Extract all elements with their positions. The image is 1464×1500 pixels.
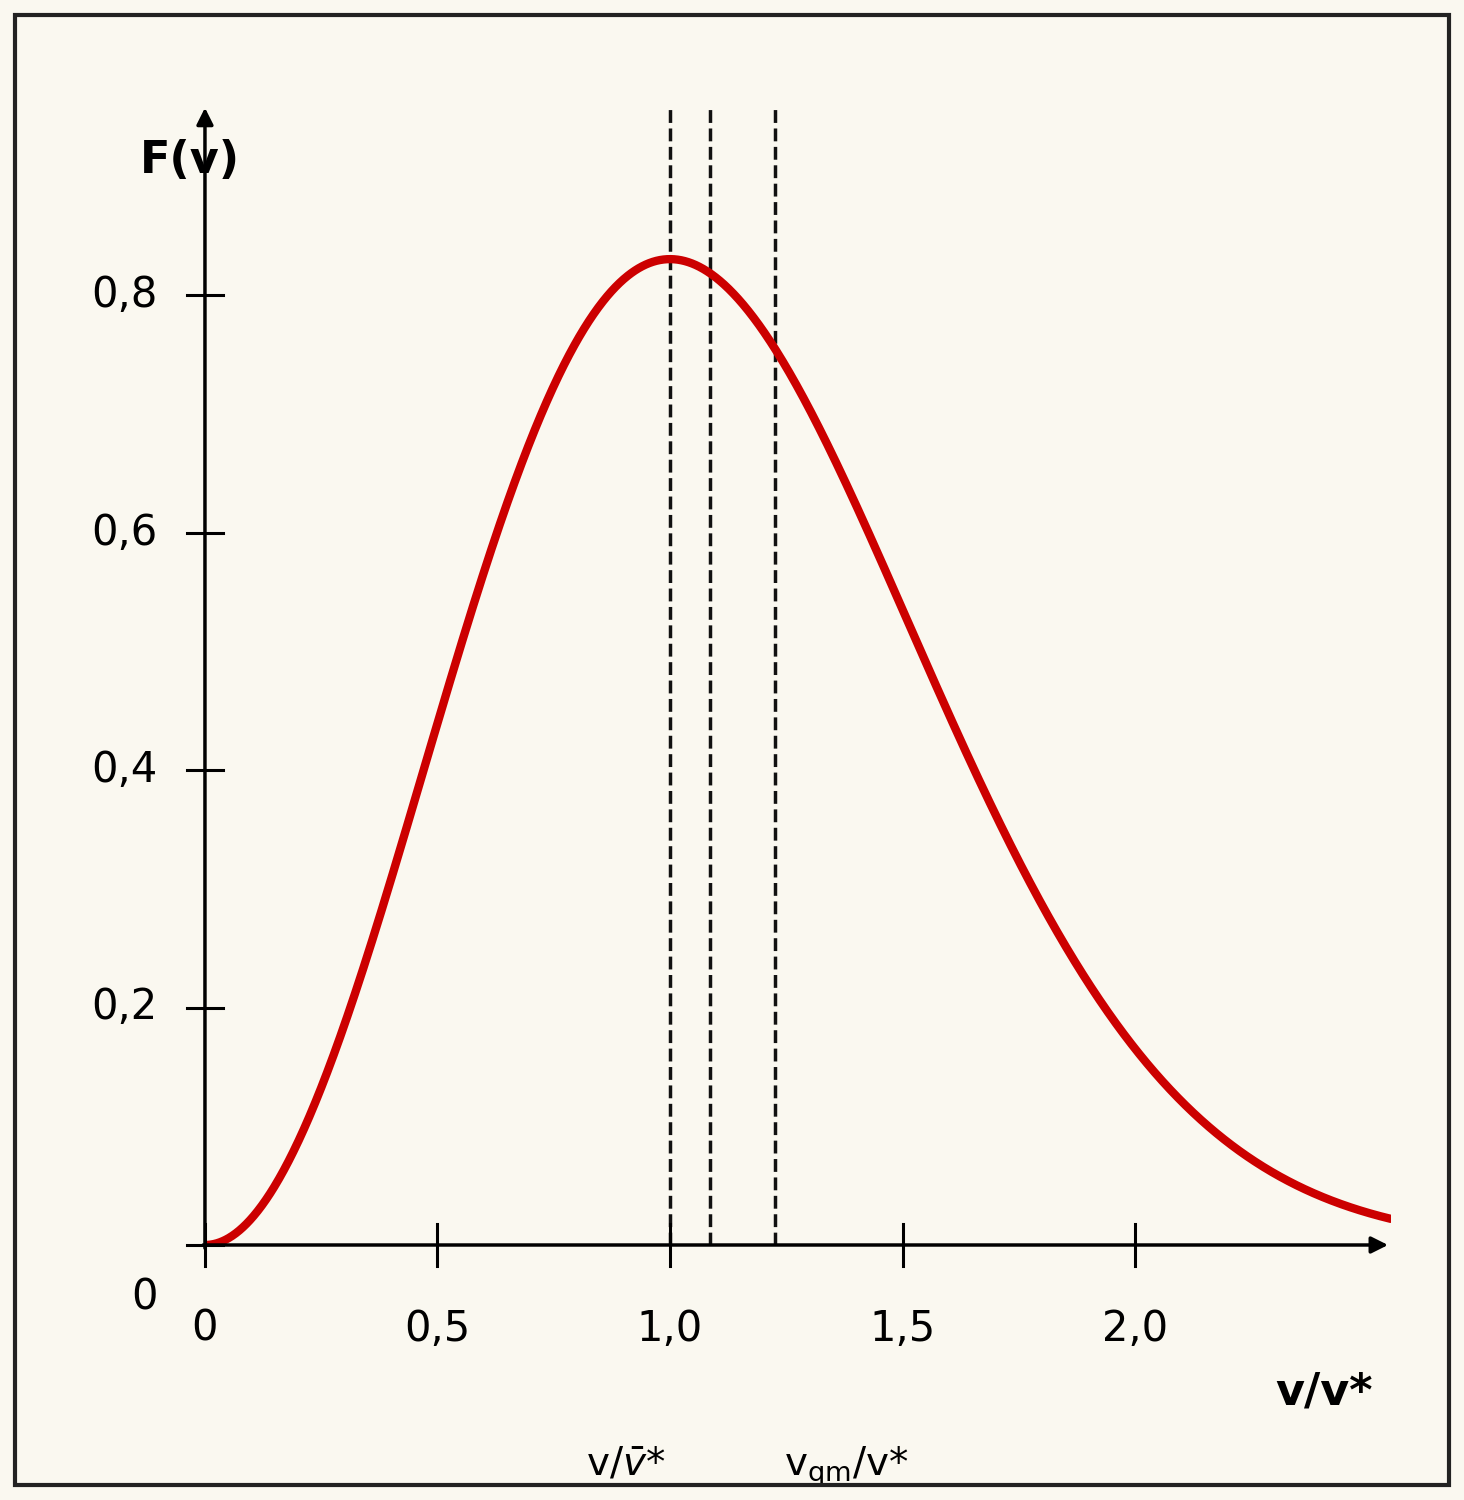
Text: 0,6: 0,6 — [91, 512, 158, 554]
Text: 1,0: 1,0 — [637, 1308, 703, 1350]
Text: v/v*: v/v* — [1275, 1371, 1373, 1413]
Text: 0,2: 0,2 — [91, 987, 158, 1029]
Text: 0,8: 0,8 — [91, 274, 158, 316]
Text: 0: 0 — [130, 1276, 158, 1318]
Text: F(v): F(v) — [139, 140, 240, 182]
Text: 1,5: 1,5 — [870, 1308, 935, 1350]
Text: v$_{\mathsf{qm}}$/v*: v$_{\mathsf{qm}}$/v* — [783, 1444, 909, 1490]
Text: 0: 0 — [192, 1308, 218, 1350]
Text: v/$\bar{v}$*: v/$\bar{v}$* — [586, 1444, 665, 1482]
Text: 2,0: 2,0 — [1102, 1308, 1168, 1350]
Text: 0,4: 0,4 — [91, 748, 158, 790]
Text: 0,5: 0,5 — [404, 1308, 470, 1350]
